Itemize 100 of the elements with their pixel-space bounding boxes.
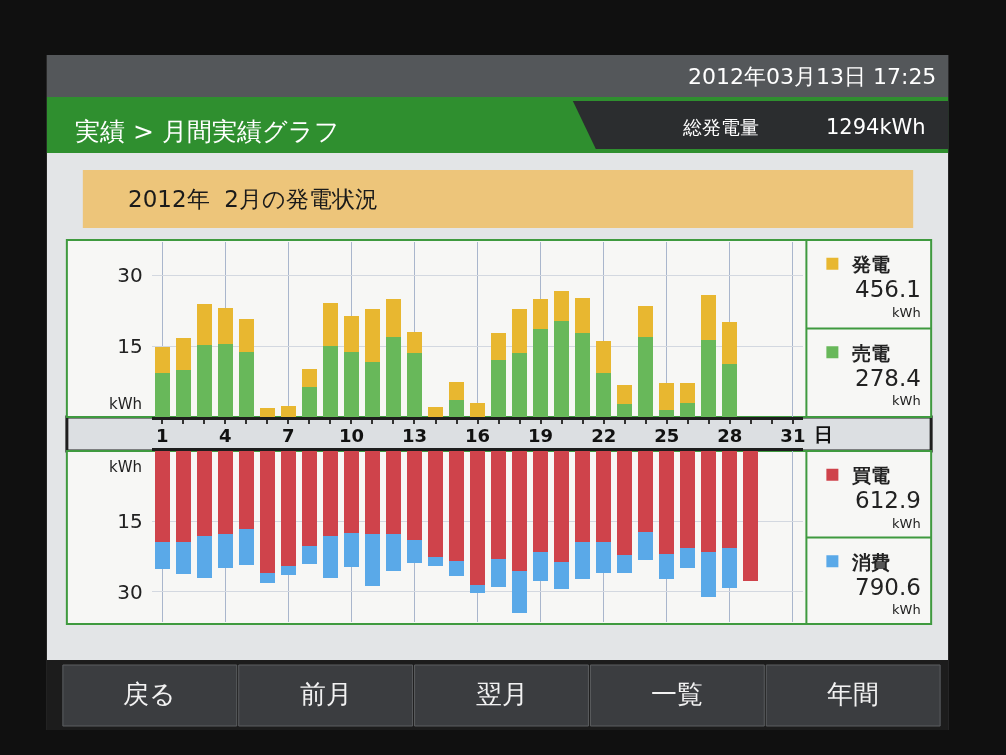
bar [301,546,317,565]
bar [385,534,402,572]
bar [364,361,381,417]
bar [364,309,381,362]
bar [659,554,675,580]
bar [406,332,423,354]
bar [533,329,549,417]
x-tick-label: 10 [338,424,364,446]
bar [280,405,296,417]
bar [469,451,486,585]
bar [659,382,675,411]
bar [469,403,486,417]
bar [596,451,612,542]
bar [196,451,212,536]
legend-label: 買電 [851,464,891,487]
text: kWh [892,393,921,408]
text: 総発電量 [682,116,759,138]
bar [175,369,191,417]
bar [238,319,254,353]
bar [427,451,444,557]
legend-label: 発電 [851,253,891,276]
bar [617,384,633,405]
bar [217,451,233,535]
bar [743,451,759,581]
bar [154,542,170,569]
y-tick-label: 30 [117,263,143,288]
bar [701,294,717,341]
bar [448,399,465,417]
bar [364,534,381,586]
text: kWh [892,516,921,531]
bar [259,451,275,574]
bar [575,333,591,417]
bar [680,403,696,417]
y-axis-title: kWh [109,395,143,413]
text: 456.1 [855,276,921,302]
bar [238,451,254,530]
chart-title: 2012年 2月の発電状況 [128,186,378,213]
bar [196,303,212,346]
bar [512,352,528,417]
bar [617,554,633,573]
bar [596,373,612,417]
legend-label: 売電 [852,341,891,364]
bar [175,451,191,542]
x-tick-label: 4 [219,424,232,446]
bar [301,386,317,417]
bar [512,451,528,572]
text: 戻る [123,679,176,709]
bar [238,352,254,417]
bar [322,346,338,417]
y-tick-label: 30 [117,579,143,604]
x-tick-label: 28 [717,424,743,446]
text: 翌月 [476,679,528,709]
bar [280,451,296,567]
text: kWh [892,602,921,617]
bar [491,451,507,560]
x-tick-label: 16 [465,424,491,446]
bar [175,338,191,370]
bar [554,562,570,590]
bar [575,541,591,579]
bar [554,320,570,417]
bar [217,307,233,344]
bar [680,451,696,549]
bar [512,308,528,353]
text: 年間 [827,679,879,709]
bar [406,540,423,563]
bar [575,451,591,542]
bar [154,373,170,417]
bar [533,451,549,552]
bar [617,404,633,417]
bar [322,451,338,536]
bar [322,302,338,347]
x-tick-label: 25 [654,424,680,446]
text: 790.6 [855,574,921,600]
bar [554,291,570,321]
bar [722,322,738,365]
bar [701,551,717,597]
bar [680,548,696,569]
bar [385,451,402,535]
bar [364,451,381,535]
bar [533,298,549,330]
bar [554,451,570,563]
bar [406,451,423,541]
bar [596,541,612,574]
bar [722,547,738,588]
bar [701,451,717,552]
bar [448,451,465,562]
x-tick-label: 31 [780,424,806,446]
text: 1294kWh [826,115,926,139]
bar [448,561,465,577]
bar [175,541,191,574]
bar [427,406,444,417]
text: 612.9 [855,487,921,513]
bar [491,559,507,587]
bar [406,353,423,417]
bar [196,535,212,578]
y-tick-label: 15 [117,509,143,534]
bar [301,451,317,547]
y-tick-label: 15 [117,334,143,359]
bar [659,451,675,555]
text: 前月 [300,679,352,709]
